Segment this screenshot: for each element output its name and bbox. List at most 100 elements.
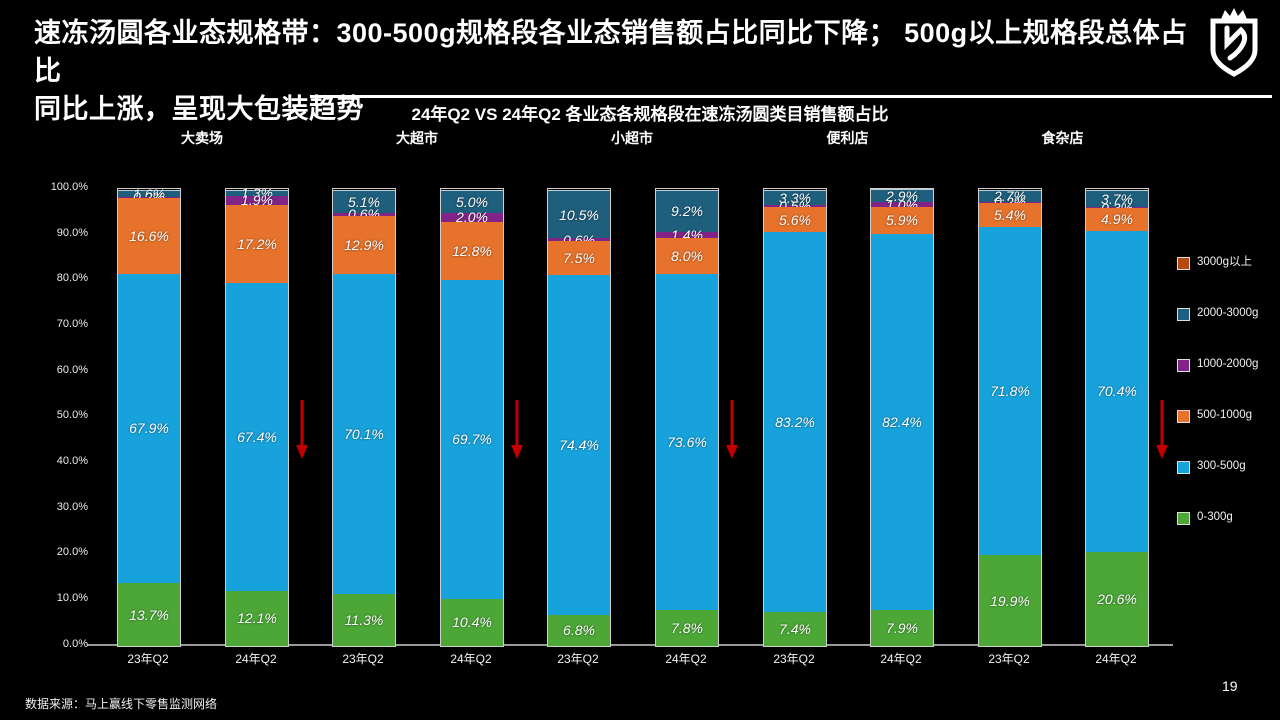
segment-label: 20.6% — [1097, 590, 1137, 607]
segment-label: 12.8% — [452, 243, 492, 260]
segment-2000-3000g: 3.7% — [1086, 190, 1148, 207]
segment-300-500g: 71.8% — [979, 227, 1041, 556]
legend-item-2000-3000g: 2000-3000g — [1177, 307, 1258, 358]
segment-300-500g: 70.4% — [1086, 230, 1148, 552]
segment-label: 67.4% — [237, 428, 277, 445]
legend-item-0-300g: 0-300g — [1177, 511, 1258, 562]
group-header-食杂店: 食杂店 — [1041, 130, 1084, 146]
segment-300-500g: 73.6% — [656, 274, 718, 611]
segment-label: 69.7% — [452, 431, 492, 448]
segment-label: 6.8% — [563, 622, 595, 639]
decline-arrow-icon — [294, 400, 310, 460]
page-number: 19 — [1222, 678, 1238, 694]
segment-label: 70.1% — [344, 426, 384, 443]
y-axis-tick-label: 80.0% — [56, 272, 88, 285]
segment-300-500g: 82.4% — [871, 233, 933, 610]
y-axis-tick-label: 90.0% — [56, 226, 88, 239]
segment-label: 19.9% — [990, 592, 1030, 609]
group-header-便利店: 便利店 — [826, 130, 869, 146]
y-axis-tick-label: 60.0% — [56, 363, 88, 376]
bar-便利店-24年Q2: 2.9% 1.0% 5.9% 82.4% 7.9% — [870, 188, 934, 647]
x-axis-tick-label: 23年Q2 — [988, 652, 1030, 666]
bar-大卖场-23年Q2: 1.6%0.2%16.6%67.9%13.7% — [117, 186, 181, 647]
segment-500-1000g: 12.9% — [333, 215, 395, 275]
segment-label: 12.9% — [344, 236, 384, 253]
segment-500-1000g: 16.6% — [118, 197, 180, 274]
legend-label: 1000-2000g — [1197, 358, 1259, 370]
x-axis-tick-label: 24年Q2 — [665, 652, 707, 666]
segment-0-300g: 6.8% — [548, 614, 610, 646]
segment-2000-3000g: 3.3% — [764, 189, 826, 206]
bar-大超市-23年Q2: 5.1% 0.6% 12.9% 70.1% 11.3% — [332, 188, 396, 647]
segment-0-300g: 7.9% — [871, 609, 933, 646]
segment-label: 74.4% — [559, 437, 599, 454]
segment-label: 71.8% — [990, 383, 1030, 400]
y-axis-tick-label: 100.0% — [50, 181, 88, 193]
segment-label: 7.9% — [886, 619, 918, 636]
y-axis-tick-label: 50.0% — [56, 409, 88, 422]
segment-label: 13.7% — [129, 606, 169, 623]
segment-2000-3000g: 2.9% — [871, 188, 933, 204]
segment-0-300g: 7.8% — [656, 610, 718, 646]
y-axis-tick-label: 70.0% — [56, 317, 88, 330]
segment-0-300g: 7.4% — [764, 612, 826, 646]
legend-swatch — [1177, 461, 1190, 474]
segment-label: 5.1% — [348, 193, 380, 210]
legend-swatch — [1177, 410, 1190, 423]
segment-300-500g: 67.9% — [118, 273, 180, 584]
segment-label: 7.4% — [779, 621, 811, 638]
segment-0-300g: 20.6% — [1086, 551, 1148, 646]
legend-item-300-500g: 300-500g — [1177, 460, 1258, 511]
segment-label: 3.7% — [1101, 190, 1133, 207]
legend-item-3000g以上: 3000g以上 — [1177, 256, 1258, 307]
bar-便利店-23年Q2: 3.3% 0.5% 5.6% 83.2% 7.4% — [763, 188, 827, 647]
segment-label: 5.0% — [456, 193, 488, 210]
x-axis-tick-label: 24年Q2 — [235, 652, 277, 666]
segment-label: 5.4% — [994, 207, 1026, 224]
segment-0-300g: 12.1% — [226, 590, 288, 646]
segment-label: 5.6% — [779, 211, 811, 228]
data-source-note: 数据来源：马上赢线下零售监测网络 — [25, 697, 218, 711]
segment-label: 8.0% — [671, 248, 703, 265]
y-axis-tick-label: 10.0% — [56, 591, 88, 604]
segment-500-1000g: 5.6% — [764, 206, 826, 233]
segment-label: 9.2% — [671, 203, 703, 220]
legend-item-500-1000g: 500-1000g — [1177, 409, 1258, 460]
shield-crown-logo-icon — [1203, 6, 1265, 80]
segment-500-1000g: 5.9% — [871, 206, 933, 234]
x-axis-tick-label: 23年Q2 — [127, 652, 169, 666]
x-axis-tick-label: 23年Q2 — [342, 652, 384, 666]
bar-食杂店-23年Q2: 2.7%0.2%5.4%71.8%19.9% — [978, 188, 1042, 647]
group-header-小超市: 小超市 — [611, 130, 653, 146]
slide-title: 速冻汤圆各业态规格带：300-500g规格段各业态销售额占比同比下降； 500g… — [34, 14, 1189, 128]
x-axis-line — [87, 644, 1173, 646]
chart-legend: 3000g以上 2000-3000g 1000-2000g 500-1000g 300-… — [1177, 256, 1258, 562]
decline-arrow-icon — [509, 400, 525, 460]
segment-label: 17.2% — [237, 235, 277, 252]
segment-1000-2000g: 2.0% — [441, 209, 503, 225]
segment-label: 16.6% — [129, 227, 169, 244]
x-axis-tick-label: 24年Q2 — [880, 652, 922, 666]
legend-label: 2000-3000g — [1197, 307, 1259, 319]
segment-300-500g: 70.1% — [333, 274, 395, 595]
segment-500-1000g: 17.2% — [226, 204, 288, 284]
legend-swatch — [1177, 308, 1190, 321]
legend-swatch — [1177, 359, 1190, 372]
chart-plot-area: 100.0% 90.0% 80.0% 70.0% 60.0% 50.0% 40.0% 30.0… — [51, 181, 1175, 666]
legend-label: 3000g以上 — [1197, 256, 1252, 268]
x-axis-tick-label: 24年Q2 — [1095, 652, 1137, 666]
segment-label: 7.8% — [671, 620, 703, 637]
segment-0-300g: 10.4% — [441, 598, 503, 646]
slide-title-line1: 速冻汤圆各业态规格带：300-500g规格段各业态销售额占比同比下降； 500g… — [34, 18, 1188, 86]
title-divider — [310, 95, 1272, 98]
segment-500-1000g: 12.8% — [441, 221, 503, 281]
legend-swatch — [1177, 257, 1190, 270]
bar-小超市-23年Q2: 10.5% 0.6% 7.5% 74.4% 6.8% — [547, 188, 611, 647]
y-axis-tick-label: 30.0% — [56, 500, 88, 513]
segment-label: 70.4% — [1097, 383, 1137, 400]
bar-大卖场-24年Q2: 1.3% 1.9% 17.2% 67.4% 12.1% — [225, 185, 289, 647]
segment-300-500g: 69.7% — [441, 280, 503, 599]
segment-0-300g: 19.9% — [979, 555, 1041, 646]
segment-label: 73.6% — [667, 434, 707, 451]
segment-label: 11.3% — [344, 612, 384, 629]
